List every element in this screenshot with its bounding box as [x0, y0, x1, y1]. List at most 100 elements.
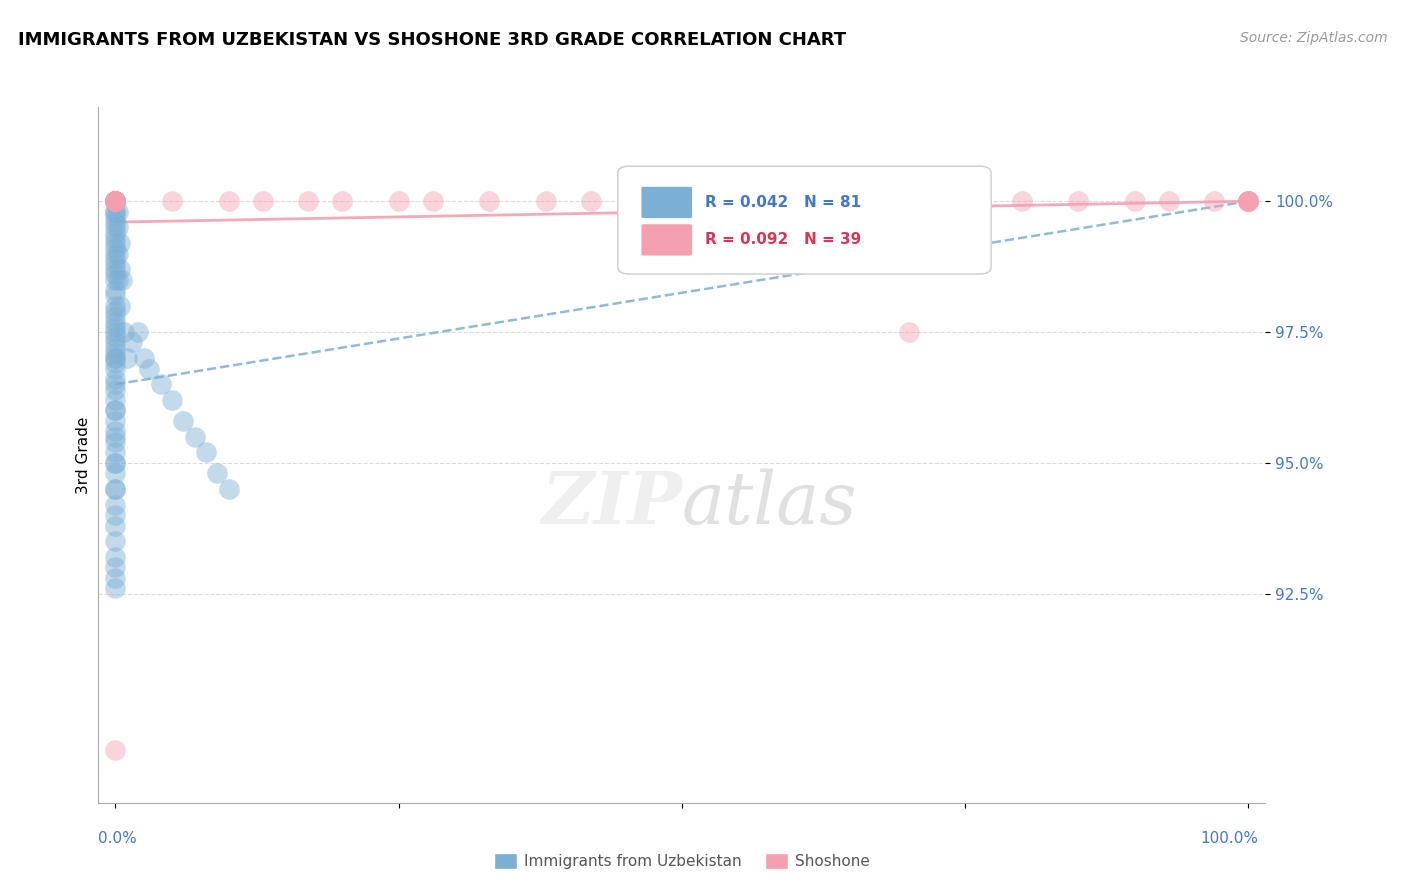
Point — [195, 445, 218, 459]
Point — [115, 351, 138, 366]
Point — [104, 194, 127, 209]
Y-axis label: 3rd Grade: 3rd Grade — [76, 417, 91, 493]
Point — [104, 392, 127, 407]
Point — [749, 194, 772, 209]
Point — [104, 226, 127, 240]
Point — [104, 235, 127, 250]
Point — [104, 456, 127, 470]
Point — [104, 194, 127, 209]
Point — [581, 194, 603, 209]
Point — [104, 560, 127, 574]
Point — [104, 257, 127, 271]
Point — [104, 204, 127, 219]
Point — [107, 246, 129, 260]
Point — [807, 194, 830, 209]
Point — [1237, 194, 1260, 209]
Point — [1237, 194, 1260, 209]
Text: 100.0%: 100.0% — [1201, 831, 1258, 846]
Point — [422, 194, 444, 209]
Point — [104, 319, 127, 334]
Point — [1237, 194, 1260, 209]
Point — [104, 456, 127, 470]
Point — [104, 194, 127, 209]
FancyBboxPatch shape — [641, 224, 692, 256]
Point — [104, 346, 127, 360]
Point — [953, 194, 976, 209]
Point — [121, 335, 143, 350]
Point — [108, 262, 131, 277]
Point — [1067, 194, 1090, 209]
Point — [104, 330, 127, 344]
Point — [104, 210, 127, 224]
Point — [104, 231, 127, 245]
Point — [478, 194, 501, 209]
Legend: Immigrants from Uzbekistan, Shoshone: Immigrants from Uzbekistan, Shoshone — [488, 847, 876, 875]
Point — [104, 204, 127, 219]
Point — [104, 534, 127, 549]
Point — [104, 434, 127, 449]
Point — [104, 356, 127, 370]
Point — [104, 335, 127, 350]
Point — [104, 425, 127, 439]
Point — [149, 377, 172, 392]
Point — [104, 314, 127, 328]
Point — [104, 582, 127, 596]
Point — [107, 273, 129, 287]
Point — [183, 429, 205, 443]
Point — [104, 383, 127, 397]
Point — [104, 194, 127, 209]
Point — [104, 467, 127, 481]
Point — [1237, 194, 1260, 209]
Point — [207, 467, 229, 481]
Point — [104, 194, 127, 209]
Point — [108, 299, 131, 313]
Point — [104, 194, 127, 209]
Point — [863, 194, 886, 209]
Point — [104, 288, 127, 302]
Point — [104, 220, 127, 235]
Text: IMMIGRANTS FROM UZBEKISTAN VS SHOSHONE 3RD GRADE CORRELATION CHART: IMMIGRANTS FROM UZBEKISTAN VS SHOSHONE 3… — [18, 31, 846, 49]
Text: ZIP: ZIP — [541, 468, 682, 539]
Point — [104, 194, 127, 209]
Point — [897, 325, 920, 339]
Point — [104, 403, 127, 417]
Point — [104, 262, 127, 277]
Point — [704, 194, 727, 209]
Point — [104, 299, 127, 313]
Point — [114, 325, 136, 339]
Point — [330, 194, 353, 209]
Point — [104, 361, 127, 376]
Point — [637, 194, 659, 209]
Point — [127, 325, 149, 339]
Point — [1123, 194, 1146, 209]
Point — [104, 194, 127, 209]
Point — [104, 215, 127, 229]
Point — [104, 445, 127, 459]
Point — [671, 194, 693, 209]
Point — [104, 310, 127, 324]
Point — [104, 194, 127, 209]
Point — [104, 377, 127, 392]
Point — [104, 194, 127, 209]
Point — [104, 194, 127, 209]
Point — [104, 194, 127, 209]
Point — [104, 351, 127, 366]
Point — [104, 403, 127, 417]
Point — [104, 372, 127, 386]
Point — [104, 304, 127, 318]
Point — [218, 482, 240, 496]
Point — [104, 518, 127, 533]
Text: Source: ZipAtlas.com: Source: ZipAtlas.com — [1240, 31, 1388, 45]
Point — [104, 194, 127, 209]
Point — [132, 351, 155, 366]
Point — [104, 351, 127, 366]
Point — [104, 246, 127, 260]
Point — [104, 241, 127, 255]
Point — [104, 429, 127, 443]
Point — [1011, 194, 1033, 209]
Point — [104, 482, 127, 496]
Point — [160, 194, 183, 209]
Point — [107, 220, 129, 235]
Text: atlas: atlas — [682, 468, 858, 539]
Point — [160, 392, 183, 407]
